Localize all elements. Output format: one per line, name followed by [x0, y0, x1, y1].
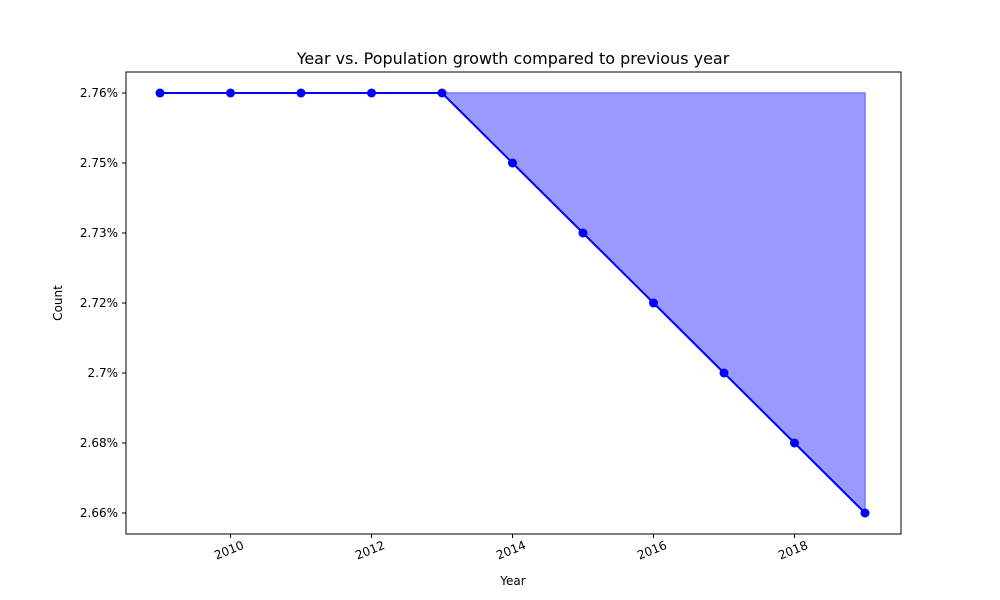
y-tick-label: 2.7%: [88, 366, 119, 380]
data-point: [226, 88, 235, 98]
y-tick-label: 2.68%: [80, 436, 118, 450]
y-tick-label: 2.75%: [80, 156, 118, 170]
x-axis-label: Year: [499, 574, 525, 588]
data-point: [860, 508, 870, 518]
data-point: [296, 88, 306, 98]
y-axis: 2.66% 2.68% 2.7% 2.72% 2.73% 2.75% 2.76%: [80, 86, 126, 520]
data-point: [649, 298, 658, 308]
data-point: [508, 158, 517, 168]
data-point: [790, 438, 799, 448]
y-tick-label: 2.66%: [80, 506, 118, 520]
y-tick-label: 2.76%: [80, 86, 118, 100]
data-point: [719, 368, 729, 378]
data-point: [367, 88, 376, 98]
y-tick-label: 2.72%: [80, 296, 118, 310]
y-axis-label: Count: [51, 285, 65, 321]
y-tick-label: 2.73%: [80, 226, 118, 240]
data-point: [578, 228, 588, 238]
chart-title: Year vs. Population growth compared to p…: [296, 49, 730, 68]
data-point: [155, 88, 165, 98]
data-point: [437, 88, 447, 98]
plot-area: [155, 88, 870, 518]
